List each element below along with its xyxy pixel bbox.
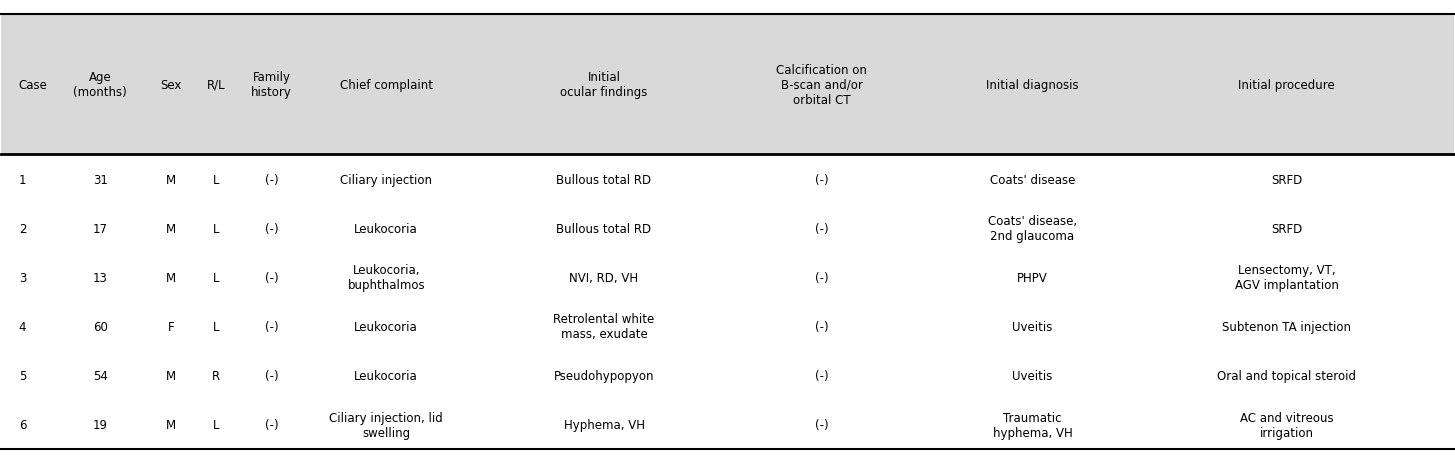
Text: L: L	[212, 173, 220, 186]
Text: Leukocoria,
buphthalmos: Leukocoria, buphthalmos	[348, 263, 425, 292]
Text: PHPV: PHPV	[1017, 271, 1048, 284]
Text: Pseudohypopyon: Pseudohypopyon	[554, 369, 655, 382]
Text: AC and vitreous
irrigation: AC and vitreous irrigation	[1240, 410, 1333, 439]
Text: Ciliary injection, lid
swelling: Ciliary injection, lid swelling	[329, 410, 444, 439]
Text: Subtenon TA injection: Subtenon TA injection	[1222, 320, 1352, 333]
Text: Sex: Sex	[160, 79, 182, 91]
Text: Retrolental white
mass, exudate: Retrolental white mass, exudate	[553, 313, 655, 341]
Text: M: M	[166, 369, 176, 382]
Text: Leukocoria: Leukocoria	[355, 320, 418, 333]
Text: 1: 1	[19, 173, 26, 186]
Text: M: M	[166, 271, 176, 284]
Text: Initial procedure: Initial procedure	[1238, 79, 1336, 91]
Text: 60: 60	[93, 320, 108, 333]
Text: R: R	[212, 369, 220, 382]
Text: Traumatic
hyphema, VH: Traumatic hyphema, VH	[992, 410, 1072, 439]
Text: Uveitis: Uveitis	[1013, 320, 1052, 333]
Text: 31: 31	[93, 173, 108, 186]
Text: R/L: R/L	[207, 79, 226, 91]
Text: 4: 4	[19, 320, 26, 333]
Text: (-): (-)	[815, 320, 829, 333]
Text: 13: 13	[93, 271, 108, 284]
Text: (-): (-)	[815, 271, 829, 284]
Text: Hyphema, VH: Hyphema, VH	[563, 418, 645, 431]
Text: L: L	[212, 222, 220, 235]
Text: Uveitis: Uveitis	[1013, 369, 1052, 382]
Text: Age
(months): Age (months)	[73, 71, 127, 99]
Text: 3: 3	[19, 271, 26, 284]
Text: 2: 2	[19, 222, 26, 235]
Text: Case: Case	[19, 79, 48, 91]
Text: (-): (-)	[265, 173, 278, 186]
Text: (-): (-)	[265, 271, 278, 284]
Text: Bullous total RD: Bullous total RD	[556, 173, 652, 186]
Bar	[1, 15, 1454, 155]
Text: 19: 19	[93, 418, 108, 431]
Text: Initial diagnosis: Initial diagnosis	[986, 79, 1078, 91]
Text: 54: 54	[93, 369, 108, 382]
Text: Lensectomy, VT,
AGV implantation: Lensectomy, VT, AGV implantation	[1235, 263, 1339, 292]
Text: L: L	[212, 271, 220, 284]
Text: Family
history: Family history	[252, 71, 292, 99]
Text: Calcification on
B-scan and/or
orbital CT: Calcification on B-scan and/or orbital C…	[777, 64, 867, 106]
Text: F: F	[167, 320, 175, 333]
Text: Chief complaint: Chief complaint	[339, 79, 432, 91]
Text: SRFD: SRFD	[1272, 222, 1302, 235]
Text: (-): (-)	[815, 369, 829, 382]
Text: Coats' disease,
2nd glaucoma: Coats' disease, 2nd glaucoma	[988, 215, 1077, 243]
Text: (-): (-)	[815, 222, 829, 235]
Text: Initial
ocular findings: Initial ocular findings	[560, 71, 647, 99]
Text: (-): (-)	[265, 418, 278, 431]
Text: Leukocoria: Leukocoria	[355, 222, 418, 235]
Text: L: L	[212, 320, 220, 333]
Text: Ciliary injection: Ciliary injection	[340, 173, 432, 186]
Text: (-): (-)	[815, 418, 829, 431]
Text: M: M	[166, 173, 176, 186]
Text: 17: 17	[93, 222, 108, 235]
Text: L: L	[212, 418, 220, 431]
Text: SRFD: SRFD	[1272, 173, 1302, 186]
Text: NVI, RD, VH: NVI, RD, VH	[569, 271, 639, 284]
Text: 5: 5	[19, 369, 26, 382]
Text: Oral and topical steroid: Oral and topical steroid	[1216, 369, 1356, 382]
Text: (-): (-)	[265, 222, 278, 235]
Text: Bullous total RD: Bullous total RD	[556, 222, 652, 235]
Text: (-): (-)	[265, 369, 278, 382]
Text: (-): (-)	[265, 320, 278, 333]
Text: Leukocoria: Leukocoria	[355, 369, 418, 382]
Text: M: M	[166, 418, 176, 431]
Text: 6: 6	[19, 418, 26, 431]
Text: M: M	[166, 222, 176, 235]
Text: (-): (-)	[815, 173, 829, 186]
Text: Coats' disease: Coats' disease	[989, 173, 1075, 186]
